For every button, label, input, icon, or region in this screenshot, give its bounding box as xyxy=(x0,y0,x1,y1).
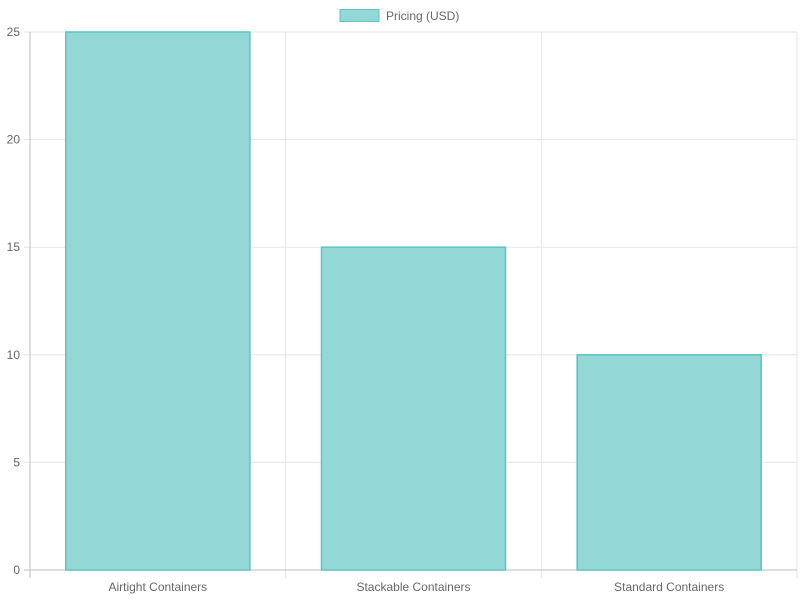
legend-label: Pricing (USD) xyxy=(386,9,459,23)
y-tick-label: 10 xyxy=(7,348,21,362)
y-tick-label: 0 xyxy=(13,563,20,577)
y-tick-label: 25 xyxy=(7,25,21,39)
y-tick-label: 20 xyxy=(7,133,21,147)
x-tick-label: Airtight Containers xyxy=(108,580,207,594)
y-axis-ticks: 0 5 10 15 20 25 xyxy=(7,25,21,577)
bars xyxy=(65,31,762,571)
legend-swatch xyxy=(339,9,380,22)
x-axis-labels: Airtight Containers Stackable Containers S… xyxy=(108,580,724,594)
y-tick-label: 5 xyxy=(13,455,20,469)
bar[interactable] xyxy=(320,246,507,571)
x-tick-label: Stackable Containers xyxy=(356,580,470,594)
bar[interactable] xyxy=(576,354,762,571)
legend[interactable]: Pricing (USD) xyxy=(339,9,459,23)
x-tick-label: Standard Containers xyxy=(614,580,724,594)
bar[interactable] xyxy=(65,31,251,571)
y-tick-label: 15 xyxy=(7,240,21,254)
